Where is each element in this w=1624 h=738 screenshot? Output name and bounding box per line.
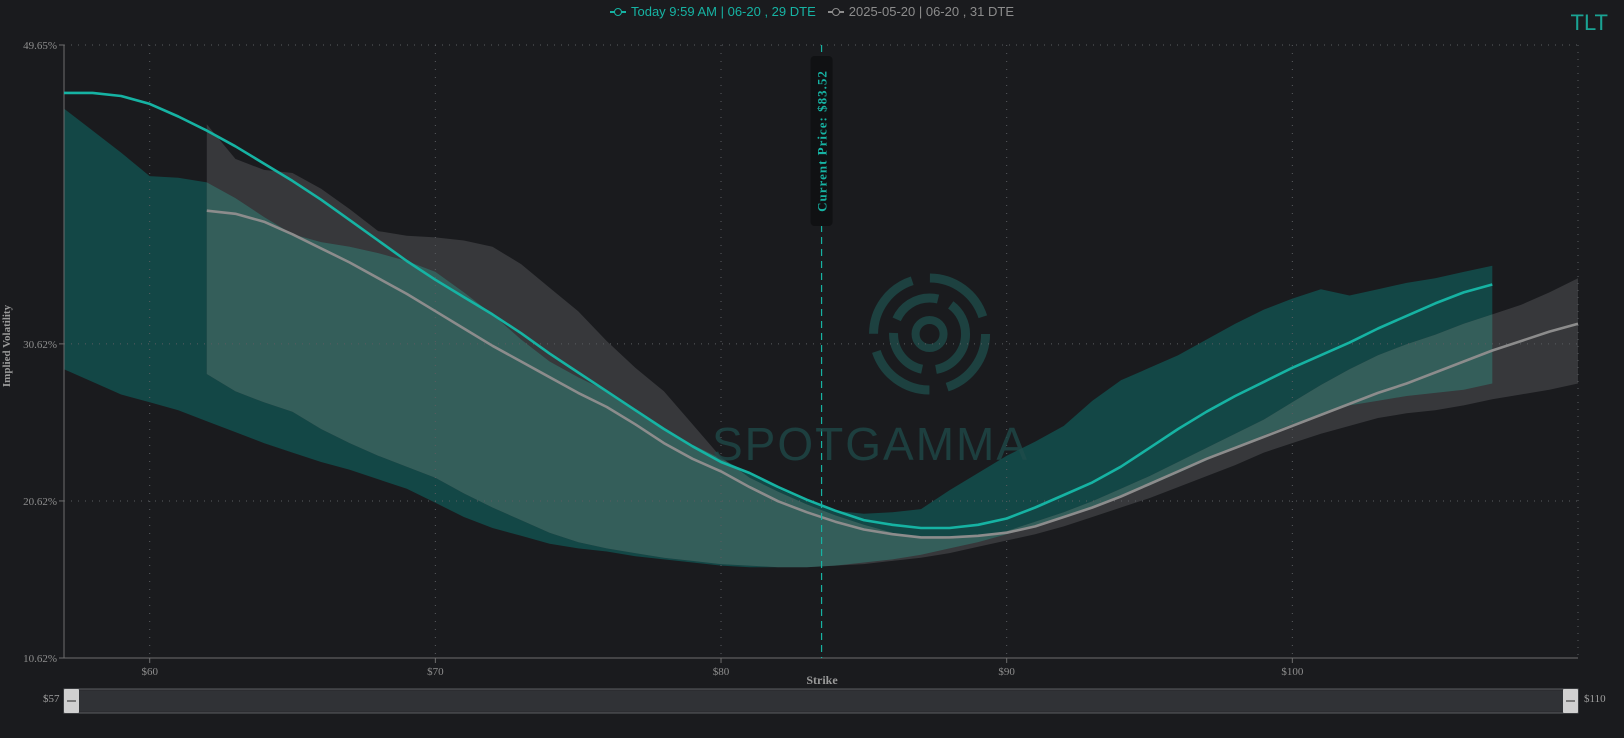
y-axis-title: Implied Volatility — [1, 304, 13, 388]
legend-marker-today-icon — [609, 7, 626, 17]
range-navigator-selection[interactable] — [78, 691, 1564, 711]
navigator-max-label: $110 — [1584, 693, 1606, 705]
y-tick-label: 10.62% — [23, 653, 57, 665]
today-iv-line — [64, 91, 1493, 530]
x-tick-label: $70 — [427, 666, 444, 678]
watermark-logo-inner-ring — [889, 293, 971, 375]
x-tick-label: $60 — [141, 666, 158, 678]
legend: Today 9:59 AM | 06-20 , 29 DTE 2025-05-2… — [0, 4, 1624, 19]
y-tick-label: 20.62% — [23, 496, 57, 508]
x-tick-label: $90 — [998, 666, 1015, 678]
current-price-label-box — [810, 56, 833, 226]
current-price-label: Current Price: $83.52 — [815, 70, 830, 212]
legend-item-prior[interactable]: 2025-05-20 | 06-20 , 31 DTE — [827, 4, 1015, 19]
x-tick-label: $80 — [713, 666, 730, 678]
legend-label-today: Today 9:59 AM | 06-20 , 29 DTE — [630, 4, 816, 19]
watermark-logo-core — [911, 315, 948, 352]
watermark-logo-icon — [869, 273, 991, 395]
ticker-symbol: TLT — [1570, 10, 1608, 35]
watermark-text: SPOTGAMMA — [712, 418, 1030, 470]
x-axis-title: Strike — [806, 673, 838, 687]
legend-label-prior: 2025-05-20 | 06-20 , 31 DTE — [848, 4, 1015, 19]
navigator-min-label: $57 — [43, 693, 60, 705]
prior-iv-line — [206, 209, 1579, 539]
y-tick-label: 30.62% — [23, 339, 57, 351]
legend-marker-prior-icon — [827, 7, 844, 17]
y-tick-label: 49.65% — [23, 40, 57, 52]
legend-item-today[interactable]: Today 9:59 AM | 06-20 , 29 DTE — [609, 4, 816, 19]
x-tick-label: $100 — [1281, 666, 1304, 678]
